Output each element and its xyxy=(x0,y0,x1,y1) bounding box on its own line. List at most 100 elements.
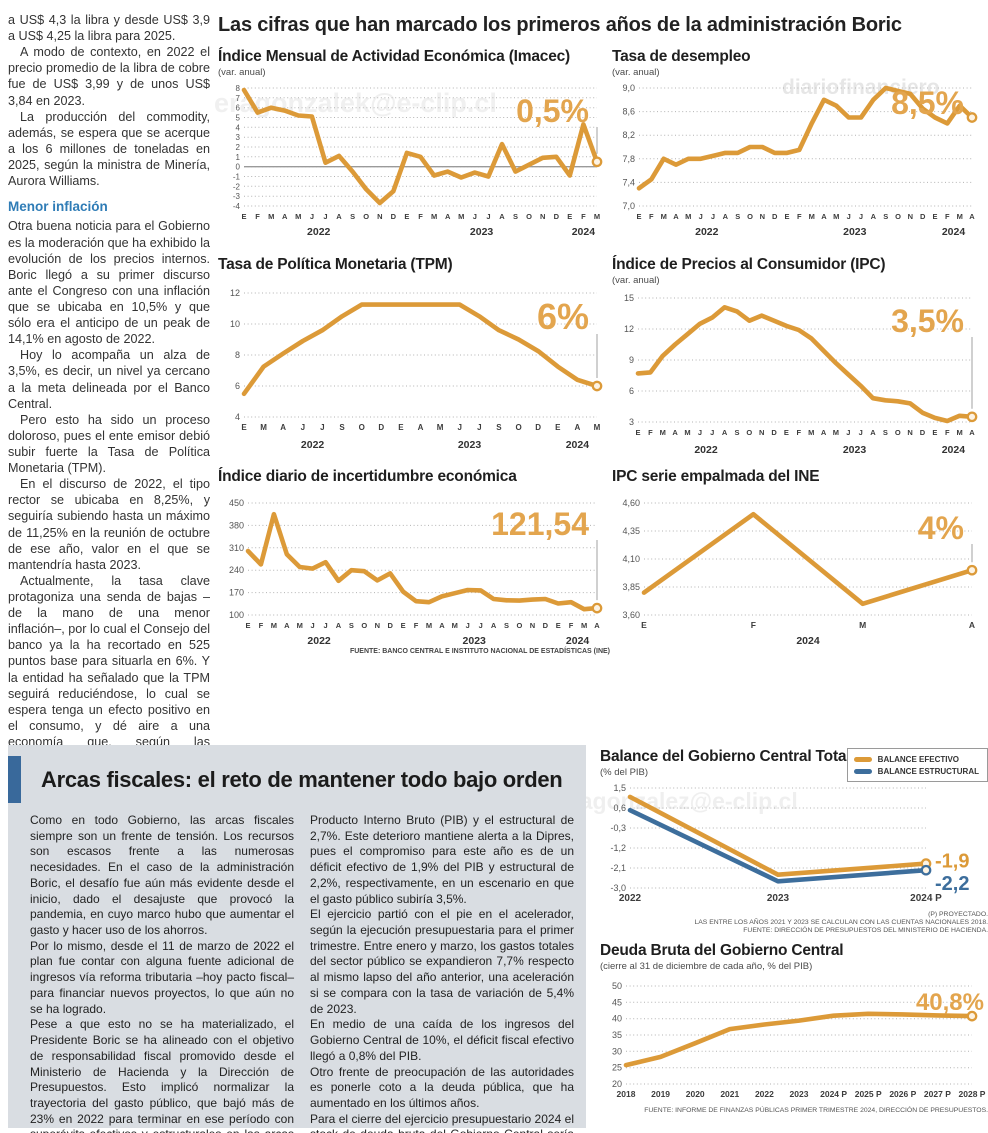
ipc-empalmada-line-chart: 4,60 4,35 4,10 3,85 3,60E F M A 2024 4% xyxy=(622,498,978,647)
svg-text:2023: 2023 xyxy=(843,226,867,238)
svg-text:D: D xyxy=(771,428,777,437)
svg-text:A: A xyxy=(280,423,286,432)
left-article-column: a US$ 4,3 la libra y desde US$ 3,9 a US$… xyxy=(8,12,210,782)
svg-text:-1,2: -1,2 xyxy=(610,843,626,853)
svg-text:O: O xyxy=(363,212,369,221)
svg-text:6: 6 xyxy=(236,104,241,113)
svg-text:A: A xyxy=(336,212,342,221)
paragraph: Para el cierre del ejercicio presupuesta… xyxy=(310,1111,574,1133)
svg-text:A: A xyxy=(871,212,877,221)
chart-title: Índice de Precios al Consumidor (IPC) xyxy=(612,256,886,273)
svg-text:J: J xyxy=(847,212,851,221)
svg-text:N: N xyxy=(760,212,765,221)
chart-tpm: Tasa de Política Monetaria (TPM) 12 10 8 6 4… xyxy=(218,256,610,451)
svg-text:3: 3 xyxy=(236,133,241,142)
svg-text:-4: -4 xyxy=(233,202,241,211)
svg-text:240: 240 xyxy=(229,565,244,575)
svg-text:M: M xyxy=(295,212,301,221)
svg-text:J: J xyxy=(466,621,470,630)
svg-text:2024: 2024 xyxy=(572,226,596,238)
svg-text:2023: 2023 xyxy=(470,226,494,238)
svg-text:E: E xyxy=(241,212,246,221)
page-title: Las cifras que han marcado los primeros … xyxy=(218,14,902,36)
svg-text:D: D xyxy=(554,212,560,221)
svg-text:10: 10 xyxy=(230,319,240,329)
svg-text:M: M xyxy=(661,212,667,221)
chart-subtitle: (var. anual) xyxy=(218,67,266,78)
svg-text:D: D xyxy=(387,621,393,630)
svg-text:100: 100 xyxy=(229,610,244,620)
svg-text:30: 30 xyxy=(612,1046,622,1056)
svg-text:M: M xyxy=(833,428,839,437)
svg-text:2027 P: 2027 P xyxy=(924,1089,951,1099)
svg-text:9,0: 9,0 xyxy=(622,83,635,93)
svg-text:A: A xyxy=(282,212,288,221)
svg-text:45: 45 xyxy=(612,997,622,1007)
svg-text:N: N xyxy=(540,212,545,221)
svg-text:S: S xyxy=(496,423,502,432)
legend-swatch-efectivo-icon xyxy=(853,756,872,762)
legend-label: BALANCE EFECTIVO xyxy=(877,754,960,764)
svg-text:J: J xyxy=(320,423,324,432)
svg-text:0: 0 xyxy=(236,163,241,172)
svg-text:0,5%: 0,5% xyxy=(516,93,589,129)
svg-text:M: M xyxy=(581,621,587,630)
svg-text:2022: 2022 xyxy=(301,439,325,451)
svg-text:-1,9: -1,9 xyxy=(935,851,969,873)
svg-text:2018: 2018 xyxy=(617,1089,636,1099)
svg-text:O: O xyxy=(359,423,365,432)
svg-text:D: D xyxy=(535,423,541,432)
paragraph: Pese a que esto no se ha materializado, … xyxy=(30,1017,294,1133)
svg-text:O: O xyxy=(746,428,752,437)
svg-text:F: F xyxy=(945,212,950,221)
svg-text:J: J xyxy=(477,423,481,432)
svg-text:5: 5 xyxy=(236,114,241,123)
svg-text:F: F xyxy=(255,212,260,221)
svg-text:J: J xyxy=(301,423,305,432)
svg-text:A: A xyxy=(491,621,497,630)
chart-ipc: Índice de Precios al Consumidor (IPC) (v… xyxy=(612,256,988,456)
svg-text:A: A xyxy=(722,428,728,437)
svg-text:J: J xyxy=(311,621,315,630)
svg-text:J: J xyxy=(310,212,314,221)
svg-text:E: E xyxy=(784,428,789,437)
svg-text:O: O xyxy=(526,212,532,221)
svg-text:20: 20 xyxy=(612,1079,622,1089)
svg-text:F: F xyxy=(945,428,950,437)
svg-text:A: A xyxy=(418,423,424,432)
svg-text:A: A xyxy=(672,428,678,437)
svg-text:E: E xyxy=(398,423,404,432)
paragraph: El ejercicio partió con el pie en el ace… xyxy=(310,907,574,1016)
svg-text:A: A xyxy=(575,423,581,432)
svg-text:12: 12 xyxy=(230,288,240,298)
paragraph: A modo de contexto, en 2022 el precio pr… xyxy=(8,45,210,108)
svg-text:35: 35 xyxy=(612,1030,622,1040)
svg-text:A: A xyxy=(336,621,342,630)
svg-text:-3: -3 xyxy=(233,192,241,201)
svg-text:J: J xyxy=(698,428,702,437)
svg-text:F: F xyxy=(751,620,756,630)
svg-text:-0,3: -0,3 xyxy=(610,823,626,833)
chart-subtitle xyxy=(612,487,988,493)
svg-text:4: 4 xyxy=(236,123,241,132)
svg-text:N: N xyxy=(375,621,380,630)
svg-text:9: 9 xyxy=(629,355,634,365)
svg-text:E: E xyxy=(932,212,937,221)
svg-text:2022: 2022 xyxy=(695,226,719,238)
panel-column-2: Producto Interno Bruto (PIB) y el estruc… xyxy=(310,813,574,1133)
svg-text:6%: 6% xyxy=(537,296,589,337)
article-paragraphs: a US$ 4,3 la libra y desde US$ 3,9 a US$… xyxy=(8,12,210,189)
svg-text:8,5%: 8,5% xyxy=(891,85,964,121)
svg-text:A: A xyxy=(673,212,679,221)
svg-text:S: S xyxy=(734,428,739,437)
svg-text:E: E xyxy=(641,620,647,630)
svg-text:A: A xyxy=(284,621,290,630)
svg-text:J: J xyxy=(457,423,461,432)
chart-title: Índice Mensual de Actividad Económica (I… xyxy=(218,48,571,65)
svg-text:F: F xyxy=(797,212,802,221)
svg-text:M: M xyxy=(268,212,274,221)
chart-subtitle: (% del PIB) xyxy=(600,767,649,778)
svg-text:J: J xyxy=(846,428,850,437)
